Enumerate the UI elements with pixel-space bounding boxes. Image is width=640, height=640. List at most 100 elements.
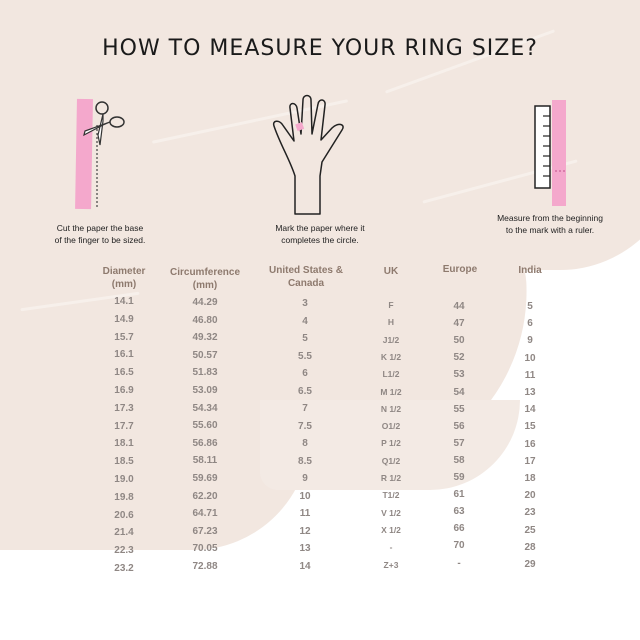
cell-circumference: 46.80	[192, 314, 218, 326]
cell-europe: -	[457, 557, 461, 569]
cell-europe: 58	[453, 454, 465, 466]
cell-circumference: 50.57	[192, 349, 218, 361]
cell-india: 16	[524, 438, 536, 450]
cell-uk: F	[388, 300, 394, 310]
cell-circumference: 70.05	[192, 543, 218, 555]
caption-line: to the mark with a ruler.	[505, 225, 595, 235]
cell-europe: 53	[453, 369, 465, 381]
cell-circumference: 44.29	[192, 297, 218, 308]
hand-icon	[272, 94, 344, 215]
cell-circumference: 51.83	[192, 367, 218, 379]
cell-diameter: 20.6	[114, 509, 134, 521]
cell-circumference: 67.23	[192, 525, 218, 537]
cell-india: 11	[524, 369, 536, 381]
cell-us: 6.5	[298, 385, 312, 397]
step-3-caption: Measure from the beginning to the mark w…	[480, 212, 620, 236]
cell-us: 7	[302, 403, 308, 414]
cell-circumference: 72.88	[192, 561, 218, 572]
cell-diameter: 19.0	[114, 474, 134, 485]
cell-europe: 70	[453, 540, 465, 552]
cell-circumference: 53.09	[192, 385, 218, 396]
cell-europe: 66	[453, 523, 465, 535]
cell-europe: 54	[453, 386, 465, 398]
cell-india: 20	[524, 490, 536, 502]
header-line: (mm)	[111, 279, 137, 290]
cell-us: 12	[299, 525, 311, 537]
header-line: Circumference	[169, 267, 241, 278]
cell-uk: K 1/2	[380, 351, 402, 362]
cell-europe: 50	[453, 335, 465, 347]
cell-us: 8	[302, 438, 308, 449]
cell-us: 6	[302, 368, 308, 379]
header-circumference: Circumference (mm)	[160, 266, 250, 292]
cell-diameter: 14.1	[114, 296, 134, 307]
cell-uk: H	[387, 317, 395, 328]
cell-india: 23	[524, 507, 536, 519]
cell-europe: 44	[453, 301, 465, 312]
header-us-canada: United States & Canada	[256, 264, 356, 290]
cell-uk: M 1/2	[380, 386, 402, 397]
cell-diameter: 14.9	[114, 313, 134, 325]
cell-circumference: 54.34	[192, 402, 218, 414]
cell-india: 6	[527, 318, 533, 330]
cell-diameter: 21.4	[114, 527, 134, 539]
caption-line: Measure from the beginning	[497, 213, 603, 223]
header-line: India	[518, 265, 542, 276]
cell-europe: 47	[453, 318, 465, 330]
cell-india: 5	[527, 301, 533, 312]
cell-india: 17	[524, 455, 536, 467]
cell-uk: -	[389, 542, 393, 553]
cell-india: 10	[524, 352, 536, 364]
step-2-caption: Mark the paper where it completes the ci…	[255, 222, 385, 246]
cell-uk: N 1/2	[380, 403, 402, 414]
cell-us: 3	[302, 298, 308, 309]
cell-us: 5.5	[298, 350, 312, 362]
cell-circumference: 49.32	[192, 332, 218, 344]
cell-india: 9	[527, 335, 533, 347]
cell-uk: X 1/2	[381, 524, 401, 535]
header-line: Europe	[442, 264, 478, 275]
cell-diameter: 22.3	[114, 545, 134, 557]
header-diameter: Diameter (mm)	[84, 265, 164, 291]
header-line: UK	[383, 266, 399, 277]
caption-line: of the finger to be sized.	[54, 235, 146, 245]
cell-uk: V 1/2	[381, 507, 401, 518]
cell-uk: P 1/2	[381, 438, 401, 449]
cell-uk: T1/2	[382, 490, 400, 501]
cell-india: 29	[524, 559, 536, 570]
cell-uk: Q1/2	[381, 455, 401, 466]
caption-line: Mark the paper where it	[275, 223, 365, 233]
cell-circumference: 56.86	[192, 437, 218, 449]
cell-europe: 52	[453, 352, 465, 364]
cell-india: 25	[524, 524, 536, 536]
caption-line: completes the circle.	[281, 235, 359, 245]
scissors-paper-icon	[75, 98, 125, 210]
header-line: United States &	[269, 265, 343, 276]
cell-diameter: 18.5	[114, 456, 134, 468]
cell-us: 9	[302, 473, 308, 484]
cell-us: 4	[302, 315, 308, 327]
cell-diameter: 23.2	[114, 563, 134, 574]
cell-europe: 63	[453, 506, 465, 518]
header-line: Diameter	[102, 266, 146, 277]
cell-us: 8.5	[298, 455, 312, 467]
step-1-caption: Cut the paper the base of the finger to …	[40, 222, 160, 246]
cell-uk: J1/2	[382, 334, 400, 345]
cell-us: 13	[299, 543, 311, 554]
cell-diameter: 17.7	[114, 420, 134, 432]
page-title: HOW TO MEASURE YOUR RING SIZE?	[102, 36, 538, 61]
caption-line: Cut the paper the base	[56, 223, 144, 233]
header-line: (mm)	[192, 280, 218, 291]
cell-india: 18	[524, 473, 536, 484]
cell-india: 14	[524, 404, 536, 416]
cell-us: 14	[299, 560, 311, 572]
cell-us: 7.5	[298, 420, 312, 432]
cell-circumference: 58.11	[192, 455, 218, 467]
cell-india: 28	[524, 541, 536, 553]
cell-europe: 57	[453, 437, 465, 449]
cell-diameter: 16.5	[114, 367, 134, 379]
cell-diameter: 19.8	[114, 491, 134, 503]
header-line: Canada	[287, 278, 325, 289]
cell-europe: 61	[453, 489, 465, 501]
